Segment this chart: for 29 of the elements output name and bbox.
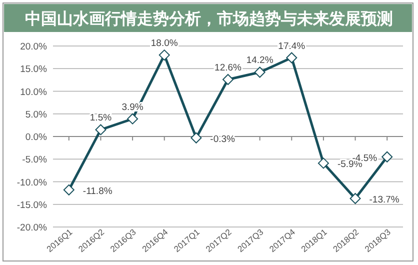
data-label: -0.3% [210,134,236,145]
chart-title: 中国山水画行情走势分析，市场趋势与未来发展预测 [25,9,393,28]
y-tick-label: 15.0% [20,64,48,76]
point [63,184,74,196]
point [350,192,361,204]
y-tick-label: -15.0% [16,200,48,211]
point [95,124,106,136]
y-tick-label: 5.0% [25,109,48,120]
y-tick-label: 20.0% [20,42,48,52]
data-label: -13.7% [369,194,400,206]
point [254,66,266,78]
point [382,151,393,162]
point [158,50,170,61]
data-label: 14.2% [246,55,274,66]
y-tick-label: -10.0% [16,177,48,188]
point [286,52,298,64]
data-label: 17.4% [278,40,306,52]
point [318,158,329,169]
y-tick-label: -5.0% [22,154,48,166]
data-label: 1.5% [90,112,112,124]
point [127,113,138,124]
point [190,132,202,144]
data-label: -11.8% [82,186,113,197]
data-label: 12.6% [214,62,242,74]
y-tick-label: -20.0% [16,222,48,234]
y-tick-label: 0.0% [25,132,48,143]
y-tick-label: 10.0% [20,86,48,98]
point [222,74,234,85]
data-label: 18.0% [150,38,178,50]
